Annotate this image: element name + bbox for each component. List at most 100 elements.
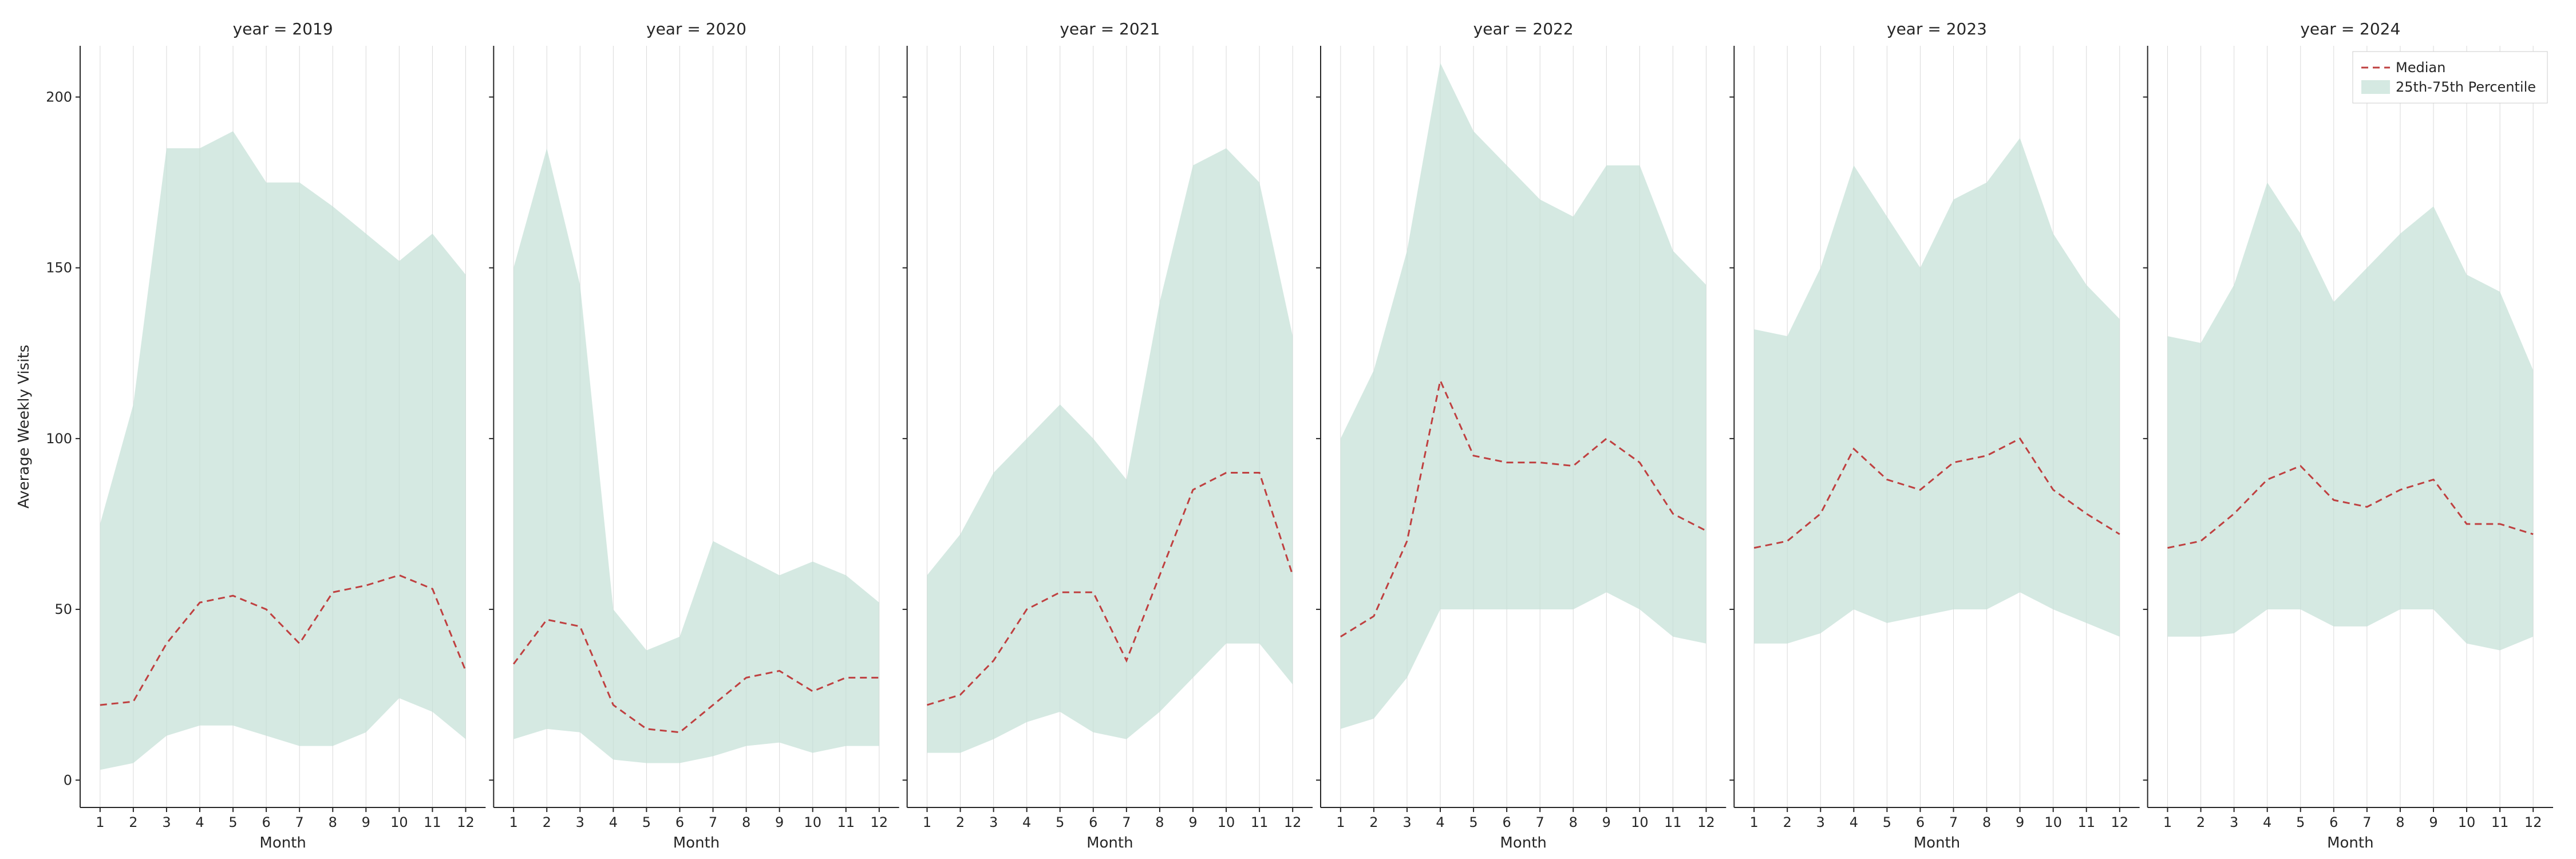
- x-tick-label: 7: [709, 814, 717, 830]
- x-tick-label: 1: [96, 814, 104, 830]
- x-tick-label: 9: [775, 814, 784, 830]
- panel-title: year = 2022: [1473, 19, 1574, 38]
- x-tick-label: 1: [1336, 814, 1345, 830]
- y-axis-label: Average Weekly Visits: [15, 345, 33, 509]
- x-tick-label: 6: [675, 814, 684, 830]
- chart-svg: Average Weekly Visits123456789101112Mont…: [6, 6, 2570, 853]
- x-tick-label: 7: [1122, 814, 1131, 830]
- x-tick-label: 4: [609, 814, 618, 830]
- y-tick-label: 0: [64, 772, 72, 788]
- x-tick-label: 3: [1816, 814, 1825, 830]
- x-tick-label: 10: [2458, 814, 2476, 830]
- x-tick-label: 10: [390, 814, 408, 830]
- x-axis-label: Month: [259, 834, 306, 852]
- x-tick-label: 7: [1949, 814, 1958, 830]
- x-tick-label: 11: [2077, 814, 2095, 830]
- panel-1: 123456789101112Monthyear = 2020: [489, 19, 899, 852]
- facet-chart: Average Weekly Visits123456789101112Mont…: [6, 6, 2570, 853]
- x-tick-label: 6: [2329, 814, 2338, 830]
- x-tick-label: 3: [1402, 814, 1411, 830]
- y-tick-label: 100: [46, 431, 72, 447]
- x-tick-label: 10: [1218, 814, 1235, 830]
- x-tick-label: 4: [1850, 814, 1858, 830]
- x-tick-label: 9: [2429, 814, 2437, 830]
- x-tick-label: 5: [642, 814, 651, 830]
- x-tick-label: 7: [2362, 814, 2371, 830]
- x-tick-label: 8: [1569, 814, 1578, 830]
- x-tick-label: 9: [1188, 814, 1197, 830]
- x-tick-label: 6: [1916, 814, 1925, 830]
- x-tick-label: 2: [543, 814, 551, 830]
- panel-5: 123456789101112Monthyear = 2024: [2143, 19, 2553, 852]
- x-axis-label: Month: [2327, 834, 2374, 852]
- x-tick-label: 1: [509, 814, 518, 830]
- percentile-band: [927, 148, 1293, 753]
- x-tick-label: 11: [424, 814, 441, 830]
- x-tick-label: 4: [2263, 814, 2271, 830]
- x-tick-label: 2: [129, 814, 137, 830]
- x-tick-label: 10: [804, 814, 821, 830]
- x-tick-label: 1: [1750, 814, 1759, 830]
- percentile-band: [2168, 183, 2534, 651]
- x-tick-label: 8: [742, 814, 750, 830]
- x-tick-label: 8: [1155, 814, 1164, 830]
- x-tick-label: 6: [262, 814, 270, 830]
- x-tick-label: 7: [295, 814, 304, 830]
- x-tick-label: 5: [1469, 814, 1477, 830]
- x-axis-label: Month: [673, 834, 720, 852]
- legend-label-median: Median: [2396, 60, 2445, 76]
- x-tick-label: 4: [1022, 814, 1031, 830]
- x-tick-label: 12: [1697, 814, 1715, 830]
- x-tick-label: 12: [1284, 814, 1302, 830]
- x-tick-label: 10: [2044, 814, 2062, 830]
- x-tick-label: 11: [1251, 814, 1269, 830]
- y-tick-label: 200: [46, 89, 72, 105]
- x-tick-label: 8: [1982, 814, 1991, 830]
- x-tick-label: 1: [2163, 814, 2172, 830]
- x-tick-label: 8: [2396, 814, 2404, 830]
- panel-0: 123456789101112Month050100150200year = 2…: [46, 19, 485, 852]
- x-tick-label: 5: [2296, 814, 2305, 830]
- x-tick-label: 11: [1664, 814, 1682, 830]
- x-tick-label: 3: [989, 814, 998, 830]
- panel-title: year = 2021: [1060, 19, 1160, 38]
- panel-4: 123456789101112Monthyear = 2023: [1729, 19, 2139, 852]
- panel-3: 123456789101112Monthyear = 2022: [1316, 19, 1726, 852]
- panel-title: year = 2024: [2300, 19, 2400, 38]
- legend: Median 25th-75th Percentile: [2353, 52, 2547, 103]
- x-axis-label: Month: [1086, 834, 1133, 852]
- percentile-band: [100, 131, 466, 770]
- panel-title: year = 2023: [1887, 19, 1987, 38]
- x-tick-label: 4: [195, 814, 204, 830]
- x-tick-label: 2: [2196, 814, 2205, 830]
- x-tick-label: 9: [2016, 814, 2024, 830]
- x-tick-label: 9: [1602, 814, 1611, 830]
- x-tick-label: 12: [457, 814, 475, 830]
- x-tick-label: 4: [1436, 814, 1444, 830]
- panel-title: year = 2019: [233, 19, 333, 38]
- x-tick-label: 8: [329, 814, 337, 830]
- legend-label-band: 25th-75th Percentile: [2396, 79, 2536, 95]
- x-tick-label: 3: [2230, 814, 2238, 830]
- x-tick-label: 12: [2524, 814, 2542, 830]
- x-tick-label: 2: [956, 814, 965, 830]
- percentile-band: [513, 148, 879, 763]
- x-axis-label: Month: [1914, 834, 1961, 852]
- x-tick-label: 5: [1883, 814, 1891, 830]
- x-tick-label: 10: [1631, 814, 1649, 830]
- panel-title: year = 2020: [646, 19, 746, 38]
- x-tick-label: 2: [1783, 814, 1792, 830]
- x-axis-label: Month: [1500, 834, 1547, 852]
- y-tick-label: 50: [54, 601, 72, 617]
- x-tick-label: 5: [1056, 814, 1064, 830]
- x-tick-label: 2: [1369, 814, 1378, 830]
- y-tick-label: 150: [46, 260, 72, 276]
- x-tick-label: 7: [1536, 814, 1544, 830]
- x-tick-label: 11: [2491, 814, 2509, 830]
- x-tick-label: 3: [162, 814, 171, 830]
- panel-2: 123456789101112Monthyear = 2021: [903, 19, 1313, 852]
- x-tick-label: 5: [228, 814, 237, 830]
- x-tick-label: 9: [362, 814, 370, 830]
- x-tick-label: 12: [2111, 814, 2129, 830]
- percentile-band: [1341, 63, 1706, 729]
